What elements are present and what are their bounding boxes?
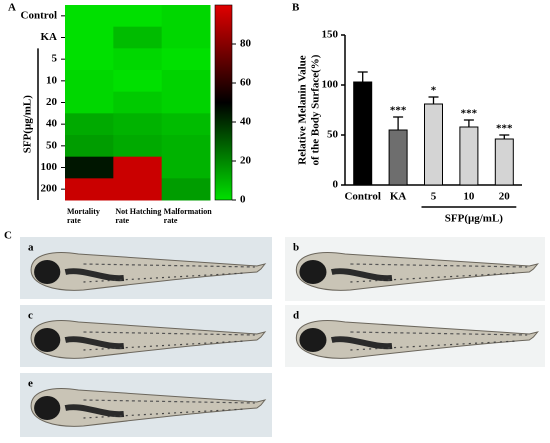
bar (353, 81, 373, 186)
y-tick-label: KA (41, 31, 58, 43)
colorbar-tick-label: 20 (240, 155, 252, 167)
y-tick-label: Control (21, 9, 57, 21)
photo-label: c (28, 310, 33, 322)
photo-label: b (293, 242, 299, 254)
bar (424, 103, 443, 186)
heatmap-cell (65, 156, 114, 179)
significance-label: *** (390, 105, 407, 117)
y-tick-label: 40 (46, 118, 58, 130)
heatmap-cell (113, 48, 163, 71)
heatmap-cell (161, 5, 211, 28)
y-tick-label: 100 (322, 79, 339, 91)
colorbar-tick-label: 40 (240, 116, 252, 128)
heatmap-cell (161, 156, 211, 179)
group-label: SFP(μg/mL) (445, 213, 504, 225)
x-tick-label-text: Mortality rate (67, 207, 100, 225)
y-axis-label: Relative Melanin Value (297, 55, 309, 165)
colorbar-tick-label: 0 (240, 194, 246, 206)
colorbar-tick-label: 60 (240, 77, 252, 89)
heatmap-cell (65, 113, 114, 136)
y-tick-label: 50 (327, 129, 339, 141)
heatmap-cell (65, 178, 114, 201)
heatmap-cell (161, 113, 211, 136)
heatmap-cell (161, 135, 211, 158)
y-tick-label: 20 (46, 96, 58, 108)
heatmap-cell (65, 26, 114, 49)
colorbar (214, 4, 233, 201)
heatmap-cell (113, 91, 163, 114)
y-tick-label: 100 (41, 161, 58, 173)
heatmap-cell (113, 135, 163, 158)
x-tick-label: Control (344, 191, 380, 203)
x-tick-label: 20 (499, 191, 511, 203)
group-label: SFP(μg/mL) (22, 95, 34, 154)
x-tick-label: KA (390, 191, 407, 203)
y-tick-label: 10 (46, 74, 58, 86)
bar (388, 129, 408, 186)
heatmap-cell (161, 48, 211, 71)
bar (494, 138, 514, 186)
heatmap-cell (65, 70, 114, 93)
heatmap-cell (113, 178, 163, 201)
photo-label: a (28, 242, 34, 254)
bar (459, 126, 479, 186)
x-tick-label: Not Hatching rate (115, 207, 162, 225)
x-tick-label-text: Not Hatching rate (115, 207, 162, 225)
heatmap-cell (65, 135, 114, 158)
heatmap-cell (161, 70, 211, 93)
heatmap-cell (65, 5, 114, 28)
x-tick-label: Mortality rate (67, 207, 100, 225)
y-axis-label: of the Body Surface(%) (310, 54, 322, 165)
y-tick-label: 50 (46, 139, 58, 151)
x-tick-label: 10 (463, 191, 475, 203)
heatmap-cell (113, 70, 163, 93)
y-tick-label: 200 (41, 183, 58, 195)
photo-label: d (293, 310, 299, 322)
x-tick-label: 5 (431, 191, 437, 203)
significance-label: * (431, 85, 437, 97)
x-tick-label: Malformation rate (163, 207, 212, 225)
heatmap-cell (113, 26, 163, 49)
panel-label: B (292, 2, 300, 14)
y-tick-label: 0 (333, 179, 339, 191)
panel-label: A (8, 2, 16, 14)
heatmap-cell (161, 178, 211, 201)
photo-panel: a b c d e (20, 237, 545, 437)
heatmap-cell (113, 5, 163, 28)
heatmap-cell (65, 91, 114, 114)
x-tick-label-text: Malformation rate (163, 207, 212, 225)
heatmap-cell (113, 156, 163, 179)
significance-label: *** (461, 108, 478, 120)
panel-label: C (4, 230, 12, 242)
photo-label: e (28, 378, 33, 390)
heatmap-cell (161, 91, 211, 114)
heatmap-cell (65, 48, 114, 71)
heatmap-cell (161, 26, 211, 49)
heatmap-cell (113, 113, 163, 136)
significance-label: *** (496, 123, 513, 135)
y-tick-label: 150 (322, 29, 339, 41)
colorbar-tick-label: 80 (240, 38, 252, 50)
y-tick-label: 5 (52, 53, 58, 65)
